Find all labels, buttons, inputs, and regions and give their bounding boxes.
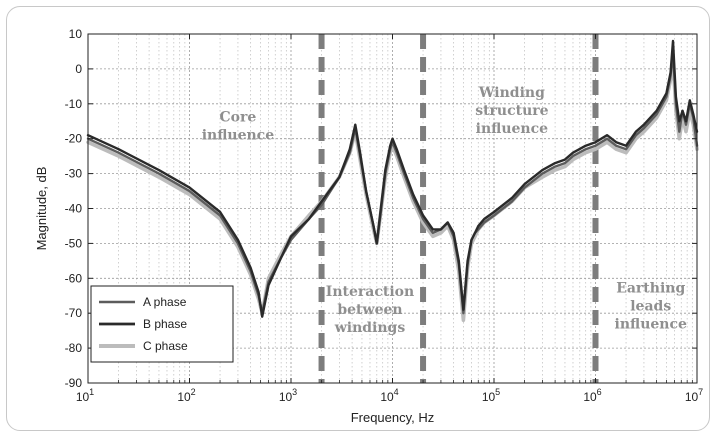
region-label-line: structure [475,103,548,119]
y-tick-label: -20 [65,132,83,146]
region-annotation: Interaction between windings [326,284,414,336]
region-label-line: influence [615,316,687,332]
region-annotation: Earthing leads influence [615,280,687,332]
region-label-line: Winding [478,85,545,101]
x-axis-label: Frequency, Hz [351,410,435,425]
region-label-line: windings [334,320,406,336]
legend: A phase B phase C phase [90,285,234,363]
y-tick-label: -40 [65,202,83,216]
y-tick-label: -70 [65,306,83,320]
y-tick-label: -60 [65,271,83,285]
series-lines [86,39,699,322]
region-label-line: leads [630,298,671,314]
y-axis-label: Magnitude, dB [34,167,49,251]
x-tick-label: 104 [380,387,398,404]
region-label-line: Earthing [616,280,685,296]
legend-box [90,285,234,363]
y-tick-label: -50 [65,236,83,250]
region-label-line: influence [476,121,548,137]
y-tick-label: 10 [69,27,83,41]
region-annotation: Winding structure influence [475,85,548,137]
y-tick-label: -80 [65,341,83,355]
region-label-line: influence [202,127,274,143]
x-tick-label: 107 [685,387,703,404]
region-annotation: Core influence [202,109,274,143]
region-annotations: Core influence Interaction between windings W… [202,85,687,336]
region-dividers [318,34,599,383]
region-label-line: Core [220,109,257,125]
region-label-line: between [337,302,402,318]
series-line-b-phase [86,39,699,318]
x-tick-label: 102 [177,387,195,404]
x-tick-label: 106 [583,387,601,404]
x-tick-label: 101 [76,387,94,404]
legend-label: C phase [143,339,188,353]
y-tick-label: -90 [65,376,83,390]
region-label-line: Interaction [326,284,414,300]
y-tick-label: -10 [65,97,83,111]
legend-label: A phase [143,295,187,309]
x-tick-label: 105 [482,387,500,404]
x-tick-label: 103 [279,387,297,404]
y-tick-label: -30 [65,167,83,181]
legend-label: B phase [143,317,187,331]
y-tick-label: 0 [75,62,82,76]
